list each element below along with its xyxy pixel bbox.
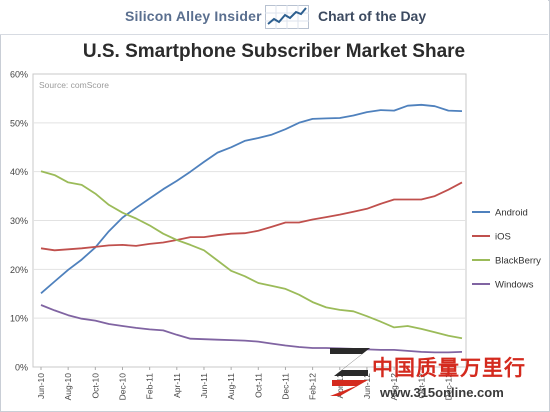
trend-chart-icon — [265, 5, 309, 29]
x-tick-label: Aug-12 — [389, 373, 399, 401]
x-tick-label: Dec-11 — [280, 373, 290, 400]
x-tick-label: Dec-10 — [117, 373, 127, 401]
y-tick-label: 50% — [10, 118, 28, 128]
x-tick-label: Apr-11 — [172, 373, 182, 398]
legend-entry: Android — [495, 208, 528, 219]
y-tick-label: 30% — [10, 216, 28, 226]
series-line-ios — [40, 181, 463, 252]
x-tick-label: Jun-10 — [36, 373, 46, 399]
y-tick-label: 20% — [10, 265, 28, 275]
x-tick-label: Jun-11 — [199, 373, 209, 399]
x-tick-label: Aug-10 — [63, 373, 73, 401]
x-tick-label: Dec-12 — [443, 373, 453, 401]
x-tick-label: Oct-10 — [90, 373, 100, 399]
legend-entry: iOS — [495, 232, 511, 243]
watermark-text: 中国质量万里行 — [372, 355, 526, 380]
y-tick-label: 60% — [10, 70, 28, 80]
x-tick-label: Oct-11 — [253, 373, 263, 398]
watermark-url: www.315online.com — [380, 385, 504, 400]
legend-entry: BlackBerry — [495, 256, 541, 267]
series-line-windows — [40, 304, 463, 354]
x-tick-label: Feb-12 — [308, 373, 318, 400]
legend-entry: Windows — [495, 280, 534, 291]
chart-header: Silicon Alley Insider Chart of the Day — [0, 0, 548, 35]
chart-title: U.S. Smartphone Subscriber Market Share — [82, 41, 466, 62]
x-tick-label: Oct-12 — [416, 373, 426, 399]
series-line-blackberry — [40, 170, 463, 340]
watermark-logo-icon — [330, 348, 370, 396]
section-label: Chart of the Day — [318, 8, 427, 24]
series-line-android — [40, 103, 463, 294]
source-note: Source: comScore — [39, 80, 109, 90]
x-tick-label: Jun-12 — [362, 373, 372, 399]
y-tick-label: 0% — [15, 363, 28, 373]
x-tick-label: Feb-11 — [145, 373, 155, 400]
y-tick-label: 10% — [10, 314, 28, 324]
y-tick-label: 40% — [10, 167, 28, 177]
x-tick-label: Aug-11 — [226, 373, 236, 400]
brand-name: Silicon Alley Insider — [125, 8, 262, 24]
